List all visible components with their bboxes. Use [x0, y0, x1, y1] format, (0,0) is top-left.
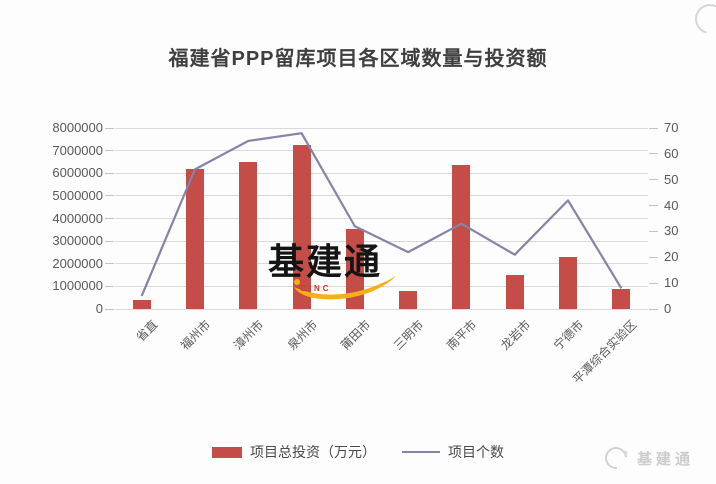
x-axis-label-宁德市: 宁德市: [550, 317, 587, 353]
bar-福州市: [185, 168, 204, 309]
gridline: [115, 127, 648, 129]
right-axis-tick: [649, 256, 658, 258]
right-axis-tick: [649, 127, 658, 129]
left-axis-tick: [105, 172, 114, 174]
legend-label-count: 项目个数: [448, 444, 504, 460]
x-axis-label-泉州市: 泉州市: [284, 317, 320, 353]
left-axis-label: 8000000: [52, 120, 103, 135]
right-axis-tick: [649, 179, 658, 181]
legend-item-investment: 项目总投资（万元）: [212, 442, 376, 462]
chart-title: 福建省PPP留库项目各区域数量与投资额: [168, 48, 548, 70]
right-axis-label: 10: [664, 275, 679, 291]
bar-省直: [132, 299, 151, 309]
right-axis-label: 30: [664, 223, 679, 239]
bar-龙岩市: [505, 275, 524, 309]
left-axis-tick: [105, 285, 114, 287]
left-axis-label: 3000000: [52, 233, 103, 249]
left-axis-label: 2000000: [52, 255, 103, 271]
right-axis-tick: [649, 282, 658, 284]
left-axis-tick: [105, 240, 114, 242]
left-axis-label: 0: [95, 301, 103, 316]
bar-平潭综合实验区: [612, 288, 631, 309]
right-axis-tick: [649, 230, 658, 232]
bar-宁德市: [559, 256, 578, 309]
legend-label-investment: 项目总投资（万元）: [250, 444, 376, 460]
right-axis-label: 40: [664, 197, 679, 213]
gridline: [115, 150, 648, 152]
right-axis-label: 0: [664, 301, 672, 316]
left-axis-tick: [105, 308, 114, 310]
left-axis-label: 1000000: [52, 278, 103, 294]
watermark-subtext: CINC: [300, 284, 332, 293]
right-axis-label: 60: [664, 145, 679, 161]
jijiantong-footer-logo: 基建通: [600, 442, 694, 474]
right-axis-tick: [649, 153, 658, 155]
left-axis-label: 7000000: [52, 142, 103, 158]
x-axis-label-莆田市: 莆田市: [337, 317, 374, 353]
bar-南平市: [452, 165, 471, 309]
right-axis-tick: [649, 308, 658, 310]
right-axis-label: 20: [664, 249, 679, 265]
legend-item-count: 项目个数: [402, 442, 504, 462]
left-axis-tick: [105, 127, 114, 129]
legend: 项目总投资（万元） 项目个数: [0, 442, 716, 462]
right-axis-label: 50: [664, 171, 679, 187]
left-axis-tick: [105, 218, 114, 219]
jijiantong-swirl-icon: [600, 442, 632, 474]
line-swatch-icon: [402, 451, 440, 453]
x-axis-label-福州市: 福州市: [177, 317, 214, 353]
left-axis-tick: [105, 263, 114, 265]
left-axis-tick: [105, 150, 114, 152]
left-axis-label: 5000000: [52, 187, 103, 203]
x-axis-label-省直: 省直: [133, 317, 160, 345]
x-axis-label-三明市: 三明市: [391, 317, 427, 353]
x-axis-label-龙岩市: 龙岩市: [497, 317, 534, 353]
left-axis-tick: [105, 195, 114, 197]
right-axis-tick: [649, 205, 658, 207]
x-axis-label-漳州市: 漳州市: [231, 317, 267, 353]
x-axis-label-南平市: 南平市: [444, 317, 480, 353]
gridline: [115, 308, 648, 310]
left-axis-label: 4000000: [52, 210, 103, 226]
bar-漳州市: [239, 161, 258, 309]
bar-swatch-icon: [212, 446, 242, 458]
left-axis-label: 6000000: [52, 165, 103, 181]
right-axis-label: 70: [664, 120, 679, 135]
watermark: 基建通 CINC: [268, 242, 402, 304]
footer-logo-text: 基建通: [636, 450, 694, 468]
